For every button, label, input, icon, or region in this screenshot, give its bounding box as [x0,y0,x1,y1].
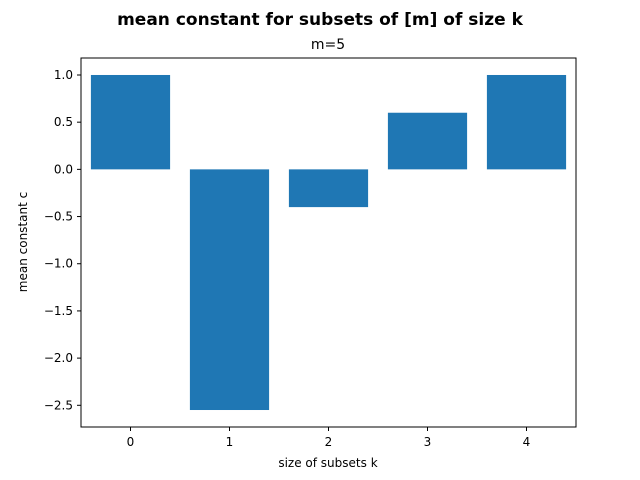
y-tick-label: 0.5 [54,115,73,129]
y-tick-label: −2.0 [44,351,73,365]
bar-0 [90,74,171,170]
bar-1 [189,169,270,411]
plot-frame [80,57,577,428]
y-tick-label: −2.5 [44,398,73,412]
chart-suptitle: mean constant for subsets of [m] of size… [117,10,523,30]
y-axis-ticks: 1.0 0.5 0.0 −0.5 −1.0 −1.5 −2.0 −2.5 [44,68,81,412]
y-tick-label: −1.0 [44,257,73,271]
bar-2 [288,169,369,208]
x-tick-label: 3 [424,435,432,449]
x-axis-ticks: 0 1 2 3 4 [127,427,531,449]
x-tick-label: 0 [127,435,135,449]
bar-4 [486,74,567,170]
bars-group [90,74,567,411]
x-tick-label: 4 [523,435,531,449]
chart-title: m=5 [311,37,345,53]
y-tick-label: 0.0 [54,162,73,176]
y-tick-label: −1.5 [44,304,73,318]
y-tick-label: −0.5 [44,210,73,224]
x-tick-label: 1 [226,435,234,449]
y-axis-label: mean constant c [16,192,30,292]
y-tick-label: 1.0 [54,68,73,82]
x-axis-label: size of subsets k [278,456,377,470]
x-tick-label: 2 [325,435,333,449]
bar-3 [387,112,468,170]
